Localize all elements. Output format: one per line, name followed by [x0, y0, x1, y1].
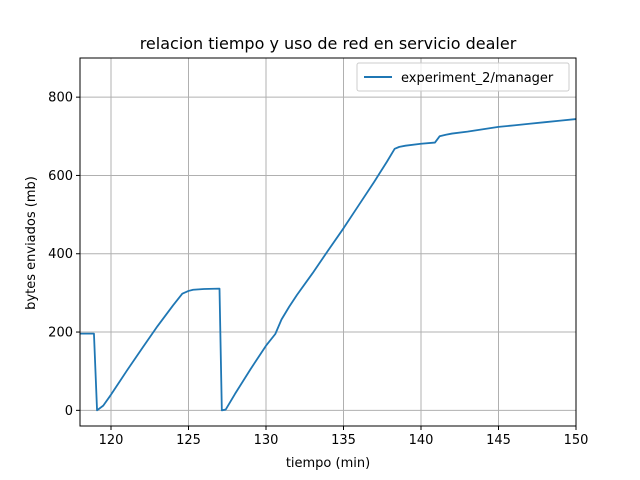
- y-tick-label: 0: [65, 404, 73, 419]
- x-axis-label: tiempo (min): [286, 456, 370, 471]
- x-axis-ticks: 120 125 130 135 140 145 150: [99, 426, 589, 448]
- x-tick-label: 135: [331, 433, 356, 448]
- plot-frame: [79, 57, 577, 427]
- y-axis-ticks: 0 200 400 600 800: [48, 91, 80, 419]
- x-tick-label: 120: [99, 433, 124, 448]
- y-axis-label: bytes enviados (mb): [24, 176, 39, 310]
- series-line-0: [80, 118, 577, 412]
- series-layer: [80, 118, 577, 412]
- y-tick-label: 200: [48, 326, 73, 341]
- x-tick-label: 130: [254, 433, 279, 448]
- grid: [80, 58, 577, 426]
- y-tick-label: 400: [48, 247, 73, 262]
- chart-title: relacion tiempo y uso de red en servicio…: [140, 34, 517, 53]
- x-tick-label: 140: [409, 433, 434, 448]
- y-tick-label: 800: [48, 91, 73, 106]
- legend: experiment_2/manager: [356, 62, 570, 92]
- x-tick-label: 145: [486, 433, 511, 448]
- legend-label: experiment_2/manager: [401, 71, 554, 86]
- x-tick-label: 150: [564, 433, 589, 448]
- y-tick-label: 600: [48, 169, 73, 184]
- x-tick-label: 125: [176, 433, 201, 448]
- legend-box: [356, 62, 570, 92]
